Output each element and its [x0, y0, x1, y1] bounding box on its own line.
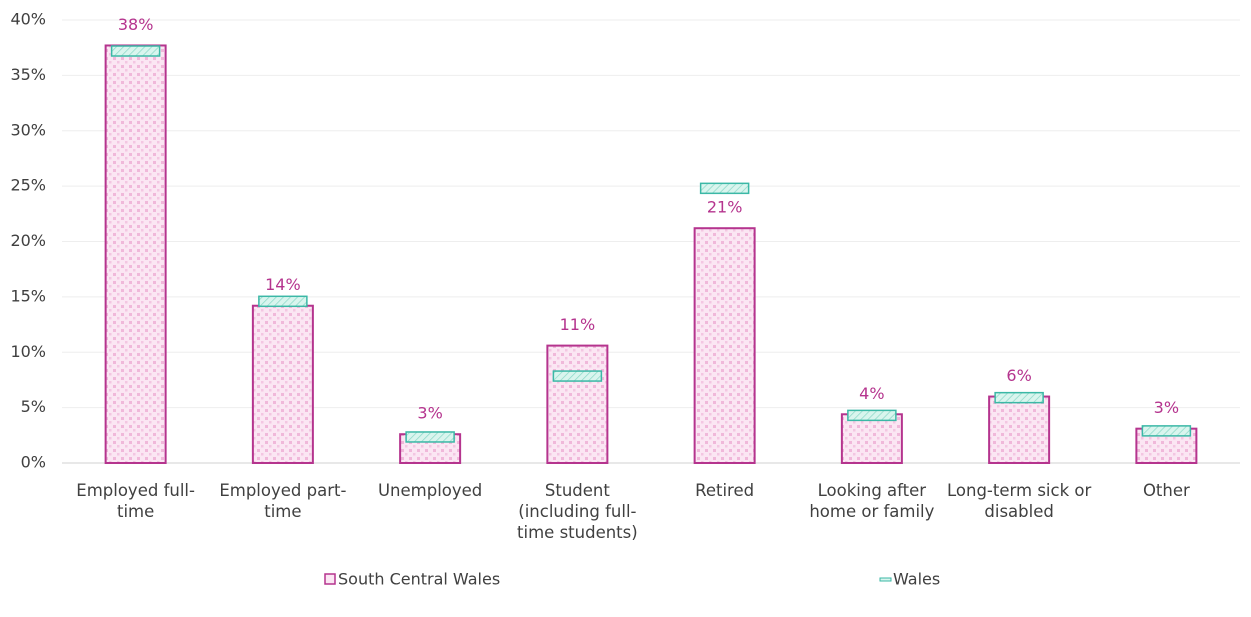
bar [840, 413, 903, 464]
legend-label: Wales [893, 570, 940, 589]
y-tick-label: 35% [10, 65, 46, 84]
x-tick-label: Employed full-time [76, 481, 195, 521]
y-tick-label: 15% [10, 286, 46, 305]
x-tick-label: Retired [695, 481, 755, 500]
wales-marker [405, 431, 455, 443]
data-label: 38% [118, 15, 154, 34]
data-label: 11% [560, 315, 596, 334]
x-tick-label: Student (including full-time students) [517, 481, 638, 542]
wales-marker [1141, 425, 1192, 437]
legend-swatch [324, 573, 336, 585]
x-tick-label: Unemployed [377, 481, 483, 500]
y-tick-label: 20% [10, 231, 46, 250]
data-label: 21% [707, 198, 743, 217]
data-label: 3% [1154, 398, 1179, 417]
y-tick-label: 0% [21, 453, 46, 472]
y-tick-label: 30% [10, 120, 46, 139]
x-tick-label: Long-term sick or disabled [947, 481, 1092, 521]
y-tick-label: 5% [21, 397, 46, 416]
wales-marker [994, 391, 1044, 404]
legend-label: South Central Wales [338, 570, 500, 589]
bar [251, 304, 314, 464]
wales-marker [699, 182, 750, 195]
x-tick-label: Other [1142, 481, 1190, 500]
bar [693, 227, 756, 464]
wales-marker [258, 295, 308, 308]
wales-marker [552, 370, 603, 382]
y-tick-label: 40% [10, 10, 46, 29]
wales-marker [847, 409, 897, 422]
data-label: 3% [417, 404, 442, 423]
bar [546, 344, 609, 465]
x-tick-label: Looking after home or family [809, 481, 935, 521]
data-label: 4% [859, 384, 884, 403]
data-label: 14% [265, 275, 301, 294]
wales-marker [110, 45, 161, 57]
x-tick-label: Employed part-time [219, 481, 347, 521]
y-tick-label: 10% [10, 342, 46, 361]
y-tick-label: 25% [10, 176, 46, 195]
data-label: 6% [1006, 366, 1031, 385]
bar [104, 44, 167, 464]
legend-swatch [879, 577, 892, 582]
bar [988, 395, 1051, 464]
